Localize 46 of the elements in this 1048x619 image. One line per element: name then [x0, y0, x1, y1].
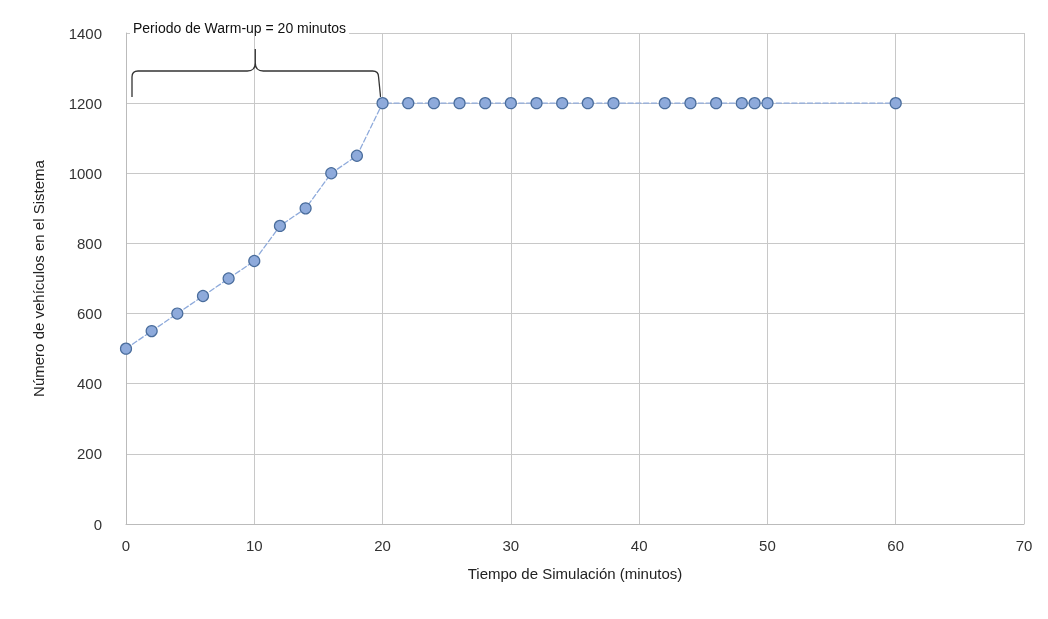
- point: [889, 97, 902, 110]
- x-tick-label: 50: [759, 537, 776, 554]
- point: [607, 97, 620, 110]
- x-tick-label: 0: [121, 537, 131, 554]
- point: [684, 97, 697, 110]
- point: [402, 97, 415, 110]
- point: [761, 97, 774, 110]
- point: [273, 219, 287, 232]
- point: [325, 167, 338, 180]
- y-tick-label: 1400: [68, 24, 102, 42]
- y-tick-label: 800: [76, 234, 102, 252]
- point: [196, 289, 210, 303]
- point: [504, 97, 517, 110]
- point: [748, 97, 761, 110]
- point: [581, 97, 594, 110]
- point: [248, 254, 261, 268]
- y-tick-label: 1000: [68, 164, 102, 182]
- y-axis-title: Número de vehículos en el Sistema: [30, 159, 47, 397]
- point: [479, 97, 492, 110]
- point: [171, 307, 184, 320]
- y-tick-label: 600: [76, 305, 102, 323]
- point: [427, 97, 440, 110]
- x-tick-label: 20: [374, 537, 391, 554]
- point: [735, 97, 748, 110]
- point: [350, 149, 364, 162]
- y-tick-label: 1200: [68, 94, 102, 112]
- x-tick-label: 10: [245, 537, 263, 554]
- point: [658, 97, 671, 110]
- x-tick-label: 60: [887, 537, 905, 554]
- point: [556, 97, 569, 110]
- y-tick-label: 0: [93, 515, 102, 533]
- x-tick-label: 70: [1015, 537, 1033, 554]
- point: [376, 97, 389, 110]
- point: [299, 202, 312, 215]
- point: [145, 325, 158, 338]
- point: [530, 97, 543, 110]
- point: [119, 342, 133, 355]
- y-tick-label: 200: [76, 445, 102, 463]
- point: [453, 97, 466, 110]
- x-tick-label: 40: [630, 537, 648, 554]
- x-tick-label: 30: [502, 537, 520, 554]
- point: [710, 97, 723, 110]
- annotation: Periodo de Warm-up = 20 minutos: [133, 20, 347, 36]
- point: [222, 272, 235, 285]
- x-axis-title: Tiempo de Simulación (minutos): [467, 565, 683, 582]
- y-tick-label: 400: [76, 375, 102, 393]
